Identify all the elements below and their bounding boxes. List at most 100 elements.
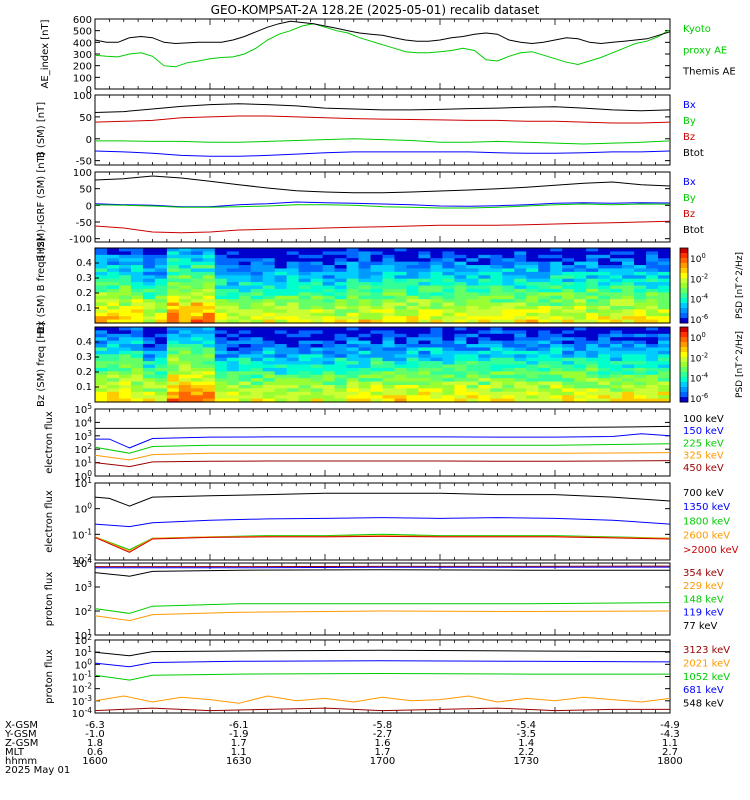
heatmap-cell (118, 337, 132, 342)
heatmap-cell (478, 374, 491, 379)
heatmap-cell (178, 299, 192, 304)
heatmap-cell (430, 292, 443, 297)
heatmap-cell (466, 364, 479, 369)
heatmap-cell (154, 395, 168, 400)
heatmap-cell (394, 316, 408, 321)
heatmap-cell (214, 258, 228, 263)
heatmap-cell (226, 347, 240, 352)
heatmap-cell (310, 337, 324, 342)
heatmap-cell (562, 367, 575, 372)
heatmap-cell (442, 261, 455, 266)
heatmap-cell (322, 292, 336, 297)
panel-frame (94, 247, 671, 324)
heatmap-cell (298, 347, 312, 352)
heatmap-cell (274, 384, 288, 389)
heatmap-cell (358, 268, 372, 273)
heatmap-cell (538, 333, 551, 338)
heatmap-cell (526, 251, 539, 256)
heatmap-cell (514, 330, 527, 335)
heatmap-cell (490, 316, 503, 321)
ephemeris-value: -1.0 (85, 729, 105, 740)
heatmap-cell (274, 275, 288, 280)
heatmap-cell (370, 309, 384, 314)
heatmap-cell (394, 367, 408, 372)
heatmap-cell (95, 395, 108, 400)
heatmap-cell (538, 354, 551, 359)
heatmap-cell (334, 282, 348, 287)
heatmap-cell (334, 319, 348, 324)
heatmap-cell (394, 395, 408, 400)
heatmap-cell (346, 327, 360, 332)
heatmap-cell (382, 350, 396, 355)
y-axis-label: proton flux (44, 649, 55, 704)
heatmap-cell (454, 357, 467, 362)
heatmap-cell (406, 371, 420, 376)
heatmap-cell (418, 258, 432, 263)
heatmap-cell (658, 319, 671, 324)
heatmap-cell (250, 288, 264, 293)
heatmap-cell (406, 295, 420, 300)
heatmap-cell (286, 299, 300, 304)
legend-label: Kyoto (683, 24, 711, 35)
heatmap-cell (202, 312, 216, 317)
heatmap-cell (514, 316, 527, 321)
heatmap-cell (142, 292, 156, 297)
heatmap-cell (478, 285, 491, 290)
heatmap-cell (406, 388, 420, 393)
heatmap-cell (262, 333, 276, 338)
heatmap-cell (610, 285, 623, 290)
series-line (94, 610, 671, 622)
heatmap-cell (454, 371, 467, 376)
ephemeris-value: 1.4 (518, 738, 534, 749)
heatmap-cell (658, 302, 671, 307)
heatmap-cell (646, 371, 659, 376)
heatmap-cell (226, 282, 240, 287)
heatmap-cell (382, 258, 396, 263)
heatmap-cell (190, 391, 204, 396)
heatmap-cell (394, 268, 408, 273)
heatmap-cell (166, 333, 180, 338)
legend-label: 700 keV (683, 488, 724, 499)
heatmap-cell (442, 312, 455, 317)
heatmap-cell (106, 309, 120, 314)
heatmap-cell (478, 361, 491, 366)
heatmap-cell (274, 295, 288, 300)
heatmap-cell (190, 288, 204, 293)
heatmap-cell (418, 268, 432, 273)
heatmap-cell (190, 265, 204, 270)
heatmap-cell (346, 251, 360, 256)
heatmap-cell (586, 354, 599, 359)
heatmap-cell (334, 305, 348, 310)
heatmap-cell (166, 398, 180, 403)
heatmap-cell (346, 305, 360, 310)
heatmap-cell (226, 398, 240, 403)
heatmap-cell (586, 316, 599, 321)
colorbar-segment (680, 367, 688, 373)
heatmap-cell (406, 282, 420, 287)
heatmap-cell (562, 364, 575, 369)
heatmap-cell (202, 295, 216, 300)
heatmap-cell (154, 381, 168, 386)
heatmap-cell (478, 261, 491, 266)
heatmap-cell (238, 299, 252, 304)
heatmap-cell (586, 361, 599, 366)
heatmap-cell (490, 309, 503, 314)
heatmap-cell (586, 340, 599, 345)
heatmap-cell (478, 265, 491, 270)
heatmap-cell (298, 312, 312, 317)
heatmap-cell (430, 378, 443, 383)
heatmap-cell (346, 316, 360, 321)
heatmap-cell (250, 391, 264, 396)
heatmap-cell (166, 357, 180, 362)
heatmap-cell (95, 364, 108, 369)
heatmap-cell (514, 299, 527, 304)
series-line (94, 452, 671, 461)
heatmap-cell (562, 302, 575, 307)
heatmap-cell (178, 330, 192, 335)
heatmap-cell (130, 347, 144, 352)
heatmap-cell (454, 295, 467, 300)
heatmap-cell (226, 384, 240, 389)
heatmap-cell (430, 319, 443, 324)
heatmap-cell (274, 288, 288, 293)
heatmap-cell (322, 254, 336, 259)
